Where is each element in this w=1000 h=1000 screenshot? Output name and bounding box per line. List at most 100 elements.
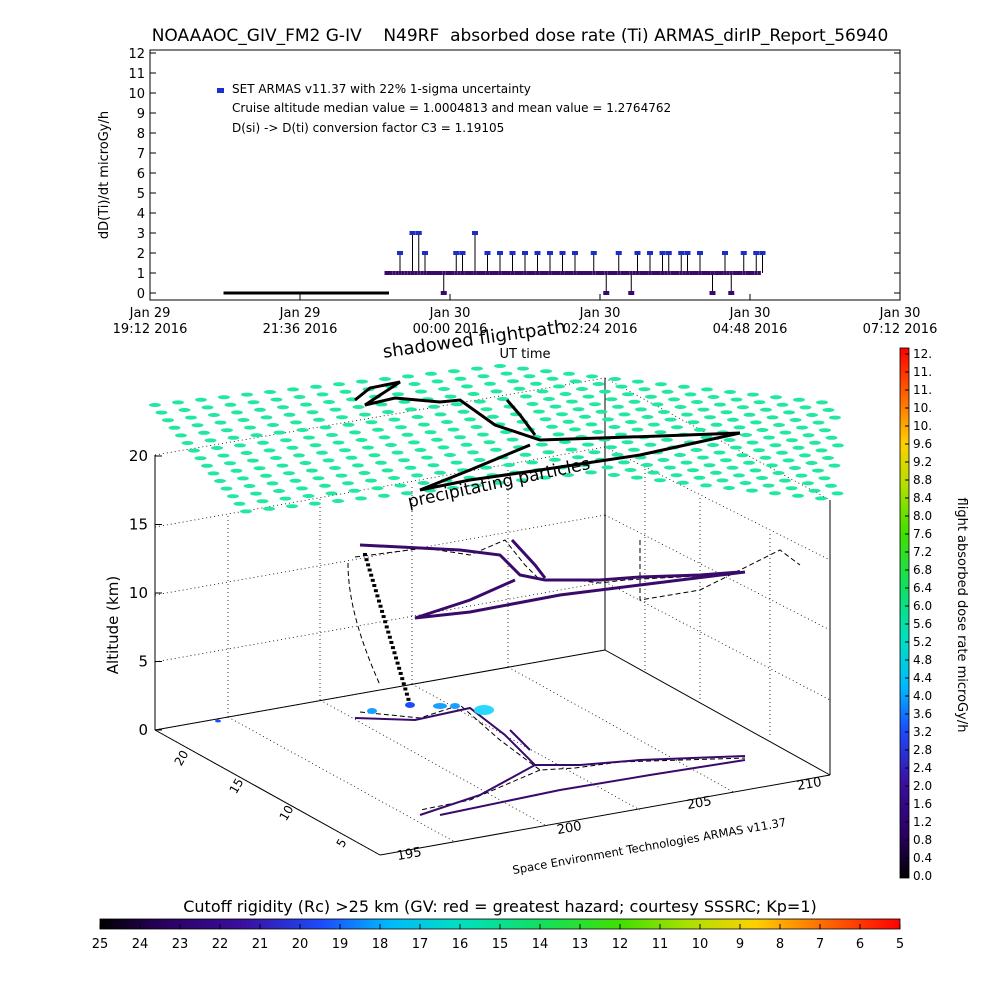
- grid-dot: [381, 468, 394, 473]
- data-point: [373, 291, 377, 295]
- data-point: [607, 271, 611, 275]
- latitude-tick-label: 10: [277, 803, 297, 823]
- grid-dot: [507, 379, 519, 384]
- data-point: [397, 251, 403, 255]
- grid-dot: [470, 483, 482, 488]
- grid-dot: [710, 422, 723, 427]
- data-point: [526, 271, 530, 275]
- x-tick-time: 04:48 2016: [713, 322, 788, 337]
- right-tick-label: 2.8: [913, 743, 932, 757]
- grid-dot: [586, 374, 598, 379]
- grid-dot: [306, 468, 318, 473]
- data-point: [617, 271, 621, 275]
- grid-dot: [220, 486, 233, 491]
- data-point: [678, 251, 685, 255]
- data-point: [632, 271, 636, 275]
- data-point: [426, 271, 430, 275]
- grid-dot: [674, 405, 687, 409]
- data-point: [520, 271, 524, 275]
- grid-dot: [276, 463, 289, 468]
- grid-dot: [319, 425, 332, 430]
- grid-dot: [789, 418, 802, 422]
- grid-dot: [448, 369, 460, 374]
- projected-flight-track: [354, 380, 741, 492]
- data-point: [351, 291, 354, 295]
- grid-dot: [671, 425, 683, 430]
- data-point: [682, 271, 686, 275]
- grid-dot: [250, 433, 263, 438]
- grid-dot: [641, 415, 654, 419]
- grid-dot: [234, 443, 246, 448]
- data-point: [517, 271, 521, 275]
- data-point: [414, 271, 418, 275]
- data-point: [238, 291, 242, 295]
- data-point: [383, 291, 387, 295]
- data-point: [436, 271, 439, 275]
- grid-dot: [592, 382, 605, 386]
- right-tick-label: 1.6: [913, 797, 932, 811]
- grid-dot: [375, 460, 387, 465]
- data-point: [545, 271, 549, 275]
- grid-dot: [562, 419, 575, 424]
- data-point: [590, 251, 597, 255]
- right-tick-label: 10.: [913, 419, 932, 433]
- grid-dot: [309, 443, 322, 448]
- grid-dot: [697, 407, 710, 412]
- data-point: [573, 271, 577, 275]
- data-point: [714, 271, 718, 275]
- data-point: [507, 271, 511, 275]
- legend-line-2: Cruise altitude median value = 1.0004813…: [232, 101, 671, 115]
- grid-dot: [224, 461, 236, 466]
- data-point: [722, 251, 728, 255]
- grid-dot: [322, 458, 335, 463]
- grid-dot: [293, 453, 305, 458]
- grid-dot: [408, 440, 420, 445]
- grid-dot: [214, 420, 227, 425]
- right-tick-label: 7.2: [913, 545, 932, 559]
- ascent-dot: [375, 594, 380, 598]
- longitude-tick-label: 200: [556, 819, 583, 838]
- grid-dot: [503, 463, 515, 467]
- data-point: [514, 271, 518, 275]
- grid-dot: [326, 433, 338, 437]
- grid-dot: [428, 404, 440, 409]
- data-point: [667, 271, 671, 275]
- grid-dot: [812, 420, 825, 425]
- legend-series-label: SET ARMAS v11.37 with 22% 1-sigma uncert…: [232, 82, 531, 96]
- grid-dot: [425, 371, 437, 376]
- data-point: [371, 291, 374, 295]
- right-tick-label: 0.4: [913, 851, 932, 865]
- grid-dot: [181, 441, 194, 445]
- grid-dot: [792, 493, 804, 498]
- data-point: [316, 291, 319, 295]
- data-point: [707, 271, 711, 275]
- grid-dot: [533, 409, 545, 414]
- data-point: [476, 271, 480, 275]
- data-point: [579, 271, 583, 275]
- grid-dot: [355, 496, 367, 501]
- data-point: [684, 251, 691, 255]
- data-point: [457, 271, 461, 275]
- data-point: [298, 291, 302, 295]
- data-point: [356, 291, 359, 295]
- grid-dot: [483, 440, 496, 445]
- data-point: [629, 271, 633, 275]
- grid-dot: [690, 448, 703, 452]
- grid-dot: [283, 471, 295, 476]
- grid-dot: [599, 389, 611, 394]
- grid-dot: [769, 443, 782, 448]
- altitude-tick-label: 5: [138, 653, 148, 671]
- grid-dot: [569, 379, 582, 384]
- grid-dot: [585, 470, 597, 475]
- grid-dot: [467, 450, 479, 455]
- grid-dot: [546, 424, 558, 429]
- ground-track: [354, 706, 746, 816]
- grid-dot: [356, 379, 368, 384]
- grid-dot: [772, 471, 785, 475]
- ascent-dot: [384, 625, 389, 629]
- grid-dot: [579, 414, 591, 419]
- grid-dot: [582, 394, 595, 399]
- data-point: [411, 271, 414, 275]
- data-point: [698, 271, 702, 275]
- grid-dot: [605, 397, 618, 402]
